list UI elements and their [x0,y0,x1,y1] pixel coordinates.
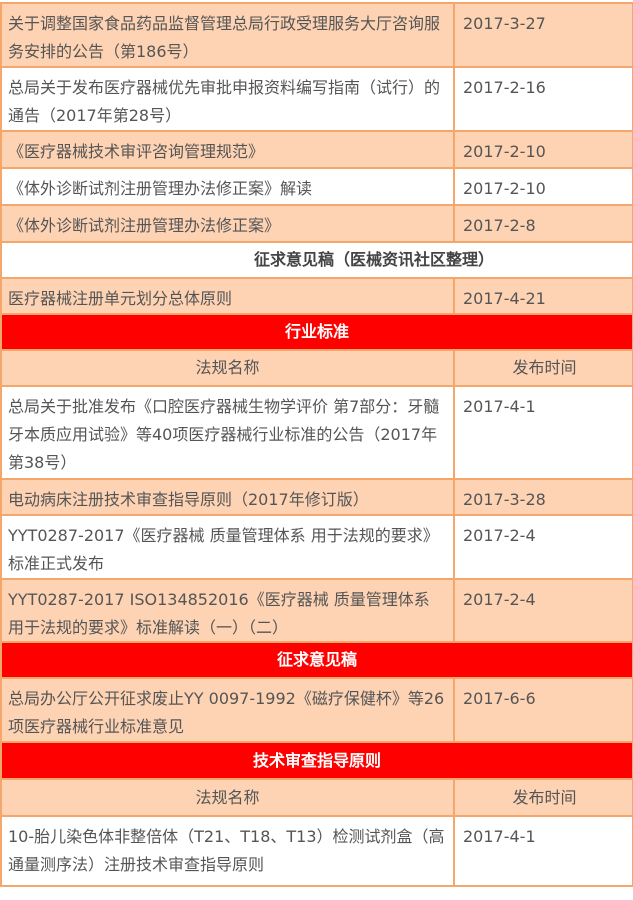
section-heading-row: 行业标准 [0,313,633,351]
column-header-name: 法规名称 [0,778,455,817]
subsection-heading-row: 征求意见稿（医械资讯社区整理） [0,241,633,279]
column-header-date-text: 发布时间 [512,358,577,377]
publish-date: 2017-4-21 [453,277,633,315]
table-row: 关于调整国家食品药品监督管理总局行政受理服务大厅咨询服务安排的公告（第186号）… [0,2,633,68]
section-heading-row: 征求意见稿 [0,641,633,679]
column-header-name: 法规名称 [0,349,455,387]
regulation-name-text: YYT0287-2017 ISO134852016《医疗器械 质量管理体系 用于… [8,590,430,637]
publish-date: 2017-6-6 [453,677,633,743]
publish-date: 2017-2-4 [453,578,633,643]
publish-date-text: 2017-2-8 [463,216,536,235]
regulation-name-text: 《医疗器械技术审评咨询管理规范》 [8,142,265,161]
table-row: 总局关于批准发布《口腔医疗器械生物学评价 第7部分：牙髓牙本质应用试验》等40项… [0,385,633,480]
publish-date-text: 2017-4-1 [463,397,536,416]
column-header-row: 法规名称 发布时间 [0,778,633,817]
publish-date: 2017-2-4 [453,514,633,580]
regulation-name[interactable]: 关于调整国家食品药品监督管理总局行政受理服务大厅咨询服务安排的公告（第186号） [0,2,455,68]
publish-date: 2017-4-1 [453,815,633,887]
section-heading-row: 技术审查指导原则 [0,741,633,780]
table-row: YYT0287-2017 ISO134852016《医疗器械 质量管理体系 用于… [0,578,633,643]
publish-date-text: 2017-2-4 [463,590,536,609]
table-row: 总局关于发布医疗器械优先审批申报资料编写指南（试行）的通告（2017年第28号）… [0,66,633,132]
table-row: 10-胎儿染色体非整倍体（T21、T18、T13）检测试剂盒（高通量测序法）注册… [0,815,633,887]
regulation-name[interactable]: 《医疗器械技术审评咨询管理规范》 [0,130,455,169]
regulation-name-text: 医疗器械注册单元划分总体原则 [8,289,233,308]
publish-date-text: 2017-3-27 [463,14,546,33]
section-title-text: 征求意见稿（医械资讯社区整理） [253,250,494,269]
table-row: 电动病床注册技术审查指导原则（2017年修订版） 2017-3-28 [0,478,633,516]
publish-date-text: 2017-6-6 [463,689,536,708]
regulation-name[interactable]: 电动病床注册技术审查指导原则（2017年修订版） [0,478,455,516]
regulation-name[interactable]: 总局关于批准发布《口腔医疗器械生物学评价 第7部分：牙髓牙本质应用试验》等40项… [0,385,455,480]
regulation-name[interactable]: 10-胎儿染色体非整倍体（T21、T18、T13）检测试剂盒（高通量测序法）注册… [0,815,455,887]
regulation-name[interactable]: 《体外诊断试剂注册管理办法修正案》 [0,204,455,243]
publish-date-text: 2017-2-4 [463,526,536,545]
regulation-name[interactable]: 总局关于发布医疗器械优先审批申报资料编写指南（试行）的通告（2017年第28号） [0,66,455,132]
regulation-name[interactable]: YYT0287-2017《医疗器械 质量管理体系 用于法规的要求》标准正式发布 [0,514,455,580]
publish-date-text: 2017-3-28 [463,490,546,509]
table-row: 医疗器械注册单元划分总体原则 2017-4-21 [0,277,633,315]
section-title: 行业标准 [0,313,633,351]
regulation-name[interactable]: 《体外诊断试剂注册管理办法修正案》解读 [0,167,455,206]
table-row: 总局办公厅公开征求废止YY 0097-1992《磁疗保健杯》等26项医疗器械行业… [0,677,633,743]
section-title-text: 技术审查指导原则 [252,750,381,770]
publish-date-text: 2017-4-21 [463,289,546,308]
publish-date: 2017-4-1 [453,385,633,480]
regulation-name-text: YYT0287-2017《医疗器械 质量管理体系 用于法规的要求》标准正式发布 [8,526,439,573]
publish-date: 2017-3-28 [453,478,633,516]
publish-date-text: 2017-2-16 [463,78,546,97]
column-header-date-text: 发布时间 [512,787,577,807]
section-title: 技术审查指导原则 [0,741,633,780]
table-row: YYT0287-2017《医疗器械 质量管理体系 用于法规的要求》标准正式发布 2… [0,514,633,580]
publish-date: 2017-3-27 [453,2,633,68]
table-row: 《体外诊断试剂注册管理办法修正案》 2017-2-8 [0,204,633,243]
column-header-date: 发布时间 [453,349,633,387]
regulation-name-text: 电动病床注册技术审查指导原则（2017年修订版） [8,490,369,509]
publish-date: 2017-2-16 [453,66,633,132]
regulation-name[interactable]: YYT0287-2017 ISO134852016《医疗器械 质量管理体系 用于… [0,578,455,643]
regulation-name-text: 总局关于发布医疗器械优先审批申报资料编写指南（试行）的通告（2017年第28号） [8,78,441,125]
column-header-row: 法规名称 发布时间 [0,349,633,387]
regulation-name[interactable]: 总局办公厅公开征求废止YY 0097-1992《磁疗保健杯》等26项医疗器械行业… [0,677,455,743]
table-row: 《医疗器械技术审评咨询管理规范》 2017-2-10 [0,130,633,169]
regulation-name-text: 关于调整国家食品药品监督管理总局行政受理服务大厅咨询服务安排的公告（第186号） [8,14,441,61]
publish-date-text: 2017-2-10 [463,179,546,198]
section-title: 征求意见稿 [0,641,633,679]
regulation-name-text: 《体外诊断试剂注册管理办法修正案》 [8,216,281,235]
regulation-name-text: 总局关于批准发布《口腔医疗器械生物学评价 第7部分：牙髓牙本质应用试验》等40项… [8,397,440,472]
publish-date-text: 2017-2-10 [463,142,546,161]
regulation-name-text: 10-胎儿染色体非整倍体（T21、T18、T13）检测试剂盒（高通量测序法）注册… [8,827,445,874]
column-header-name-text: 法规名称 [195,787,260,807]
section-title-text: 征求意见稿 [276,650,357,669]
regulation-name-text: 《体外诊断试剂注册管理办法修正案》解读 [8,179,313,198]
publish-date: 2017-2-8 [453,204,633,243]
column-header-date: 发布时间 [453,778,633,817]
section-title: 征求意见稿（医械资讯社区整理） [0,241,633,279]
publish-date: 2017-2-10 [453,130,633,169]
table-row: 《体外诊断试剂注册管理办法修正案》解读 2017-2-10 [0,167,633,206]
publish-date-text: 2017-4-1 [463,827,536,846]
publish-date: 2017-2-10 [453,167,633,206]
column-header-name-text: 法规名称 [195,358,260,377]
regulation-name-text: 总局办公厅公开征求废止YY 0097-1992《磁疗保健杯》等26项医疗器械行业… [8,689,445,736]
section-title-text: 行业标准 [284,322,349,341]
regulation-name[interactable]: 医疗器械注册单元划分总体原则 [0,277,455,315]
